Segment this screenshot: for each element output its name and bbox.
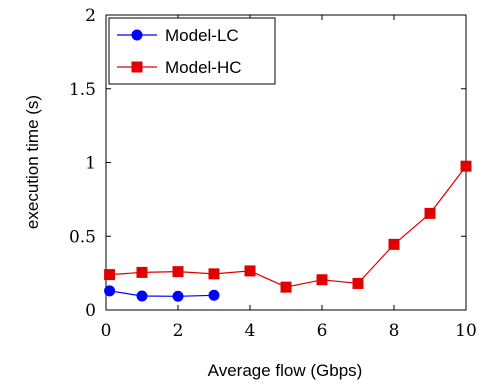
- data-point-model-hc: [424, 207, 436, 219]
- x-tick-label: 6: [317, 321, 328, 341]
- y-tick-label: 2: [85, 6, 96, 26]
- y-tick-label: 0: [85, 301, 96, 321]
- legend-box: [108, 17, 276, 85]
- data-point-model-lc: [172, 290, 184, 302]
- data-point-model-hc: [104, 269, 116, 281]
- data-point-model-hc: [280, 281, 292, 293]
- y-axis-title: execution time (s): [23, 95, 42, 229]
- legend-label-model-lc: Model-LC: [165, 26, 239, 45]
- data-point-model-lc: [136, 290, 148, 302]
- data-point-model-hc: [172, 266, 184, 278]
- data-point-model-hc: [316, 274, 328, 286]
- x-tick-label: 4: [245, 321, 256, 341]
- legend-marker-model-lc: [131, 29, 143, 41]
- legend-label-model-hc: Model-HC: [165, 58, 242, 77]
- x-tick-label: 2: [173, 321, 184, 341]
- x-tick-label: 0: [101, 321, 112, 341]
- x-tick-label: 10: [455, 321, 477, 341]
- x-axis-title: Average flow (Gbps): [208, 361, 363, 380]
- series-line-model-hc: [109, 165, 467, 288]
- y-tick-label: 1: [85, 154, 96, 174]
- legend: Model-LC Model-HC: [108, 17, 276, 85]
- y-tick-label: 1.5: [69, 80, 96, 100]
- legend-marker-model-hc: [131, 61, 143, 73]
- y-tick-label: 0.5: [69, 227, 96, 247]
- series-line-model-lc: [109, 290, 215, 297]
- plot-area: 0 2 4 6 8 10 0 0.5 1 1.5 2: [69, 6, 477, 341]
- data-point-model-hc: [244, 265, 256, 277]
- data-point-model-hc: [460, 160, 472, 172]
- data-point-model-hc: [136, 266, 148, 278]
- data-point-model-hc: [388, 238, 400, 250]
- data-point-model-lc: [104, 285, 116, 297]
- x-tick-label: 8: [389, 321, 400, 341]
- data-point-model-hc: [208, 268, 220, 280]
- data-point-model-lc: [208, 289, 220, 301]
- data-point-model-hc: [352, 277, 364, 289]
